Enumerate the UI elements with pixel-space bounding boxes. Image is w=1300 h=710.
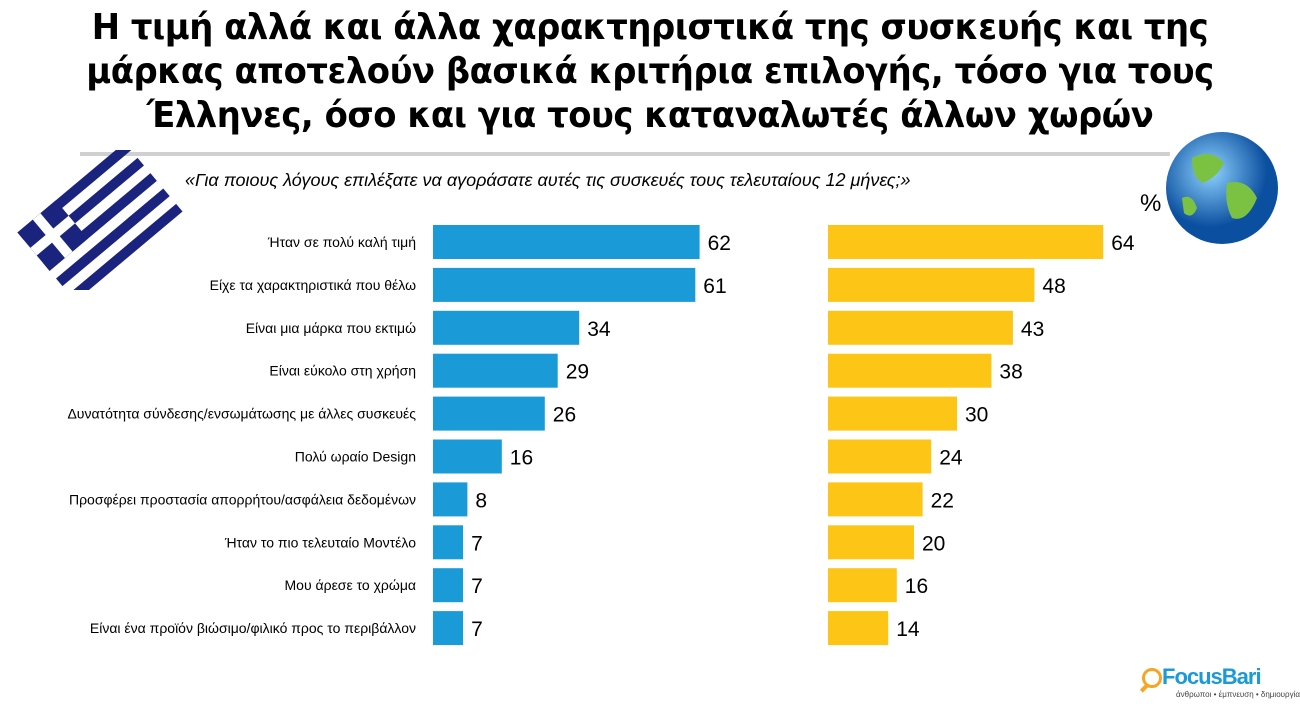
bar-global [828,525,914,560]
bar-global [828,568,897,603]
globe-icon [1166,132,1278,244]
category-label: Ήταν το πιο τελευταίο Μοντέλο [224,534,416,550]
value-label: 20 [922,532,945,555]
value-label: 7 [471,575,483,598]
value-label: 24 [939,447,963,470]
category-label: Είναι εύκολο στη χρήση [269,363,416,379]
value-label: 64 [1111,232,1135,255]
bar-greece [433,353,558,388]
category-label: Είναι ένα προϊόν βιώσιμο/φιλικό προς το … [90,620,416,636]
slide-title: Η τιμή αλλά και άλλα χαρακτηριστικά της … [86,7,1214,136]
unit-label: % [1140,190,1162,217]
category-label: Μου άρεσε το χρώμα [285,577,416,593]
greek-flag-icon [17,150,183,290]
category-label: Δυνατότητα σύνδεσης/ενσωμάτωσης με άλλες… [67,406,416,422]
bar-greece [433,310,580,345]
category-label: Είχε τα χαρακτηριστικά που θέλω [210,277,416,293]
value-label: 22 [931,489,954,512]
logo-name: FocusBari [1162,664,1262,689]
bar-global [828,267,1035,302]
category-label: Ήταν σε πολύ καλή τιμή [267,234,416,250]
value-label: 34 [587,318,611,341]
value-label: 7 [471,618,483,641]
bar-global [828,353,992,388]
bar-greece [433,482,468,517]
bar-greece [433,267,696,302]
value-label: 38 [999,361,1022,384]
chart-subtitle: «Για ποιους λόγους επιλέξατε να αγοράσατ… [185,170,911,190]
bar-global [828,310,1013,345]
logo-tagline: άνθρωποι • έμπνευση • δημιουργία [1176,690,1300,699]
value-label: 26 [553,404,576,427]
value-label: 48 [1042,275,1065,298]
bar-global [828,439,932,474]
category-label: Πολύ ωραίο Design [295,449,416,465]
bar-greece [433,396,545,431]
value-label: 16 [510,447,533,470]
value-label: 61 [703,275,726,298]
divider [80,152,1170,156]
value-label: 43 [1021,318,1044,341]
value-label: 8 [475,489,487,512]
bar-global [828,396,957,431]
focusbari-logo: FocusBari άνθρωποι • έμπνευση • δημιουργ… [1139,664,1300,699]
bar-global [828,611,889,646]
magnifier-icon [1142,668,1162,688]
value-label: 29 [566,361,589,384]
bar-greece [433,568,464,603]
bar-global [828,482,923,517]
bar-greece [433,439,502,474]
category-label: Προσφέρει προστασία απορρήτου/ασφάλεια δ… [69,491,416,507]
bar-global [828,225,1104,259]
value-label: 7 [471,532,483,555]
bar-greece [433,525,464,560]
value-label: 30 [965,404,988,427]
bar-greece [433,611,464,646]
value-label: 16 [905,575,928,598]
bar-greece [433,225,700,259]
value-label: 62 [708,232,731,255]
value-label: 14 [896,618,920,641]
category-label: Είναι μια μάρκα που εκτιμώ [246,320,416,336]
